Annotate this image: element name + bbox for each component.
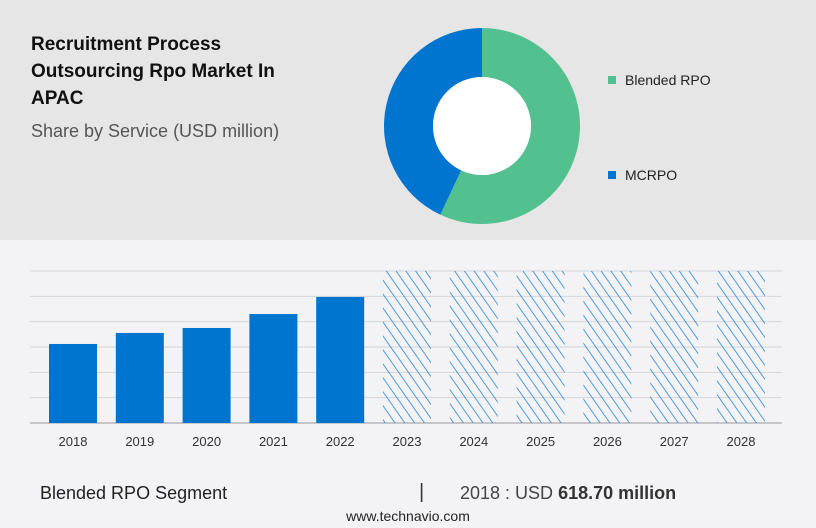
chart-title: Recruitment Process Outsourcing Rpo Mark… xyxy=(31,34,275,109)
forecast-bar-2023 xyxy=(383,271,431,423)
year-label: 2018 : USD xyxy=(460,483,559,503)
forecast-bar-2024 xyxy=(449,271,498,423)
segment-label: Blended RPO Segment xyxy=(40,483,228,503)
x-tick-label: 2023 xyxy=(393,434,422,449)
separator: | xyxy=(419,481,425,503)
x-tick-label: 2026 xyxy=(593,434,622,449)
bar-2019 xyxy=(115,332,164,423)
x-tick-label: 2024 xyxy=(459,434,488,449)
donut-slice-blended-rpo xyxy=(440,28,580,224)
forecast-bar-2026 xyxy=(583,271,632,423)
bar-2018 xyxy=(49,343,97,423)
x-tick-label: 2018 xyxy=(59,434,88,449)
x-tick-label: 2020 xyxy=(192,434,221,449)
forecast-bar-2027 xyxy=(650,271,699,423)
donut-slice-mcrpo xyxy=(384,28,482,215)
segment-value: 2018 : USD 618.70 million xyxy=(460,483,676,504)
x-tick-label: 2028 xyxy=(727,434,756,449)
site-url[interactable]: www.technavio.com xyxy=(346,508,470,524)
donut-hole xyxy=(433,77,531,175)
legend-blended-rpo: Blended RPO xyxy=(608,72,711,88)
bar-2022 xyxy=(316,296,365,423)
x-tick-label: 2022 xyxy=(326,434,355,449)
x-tick-label: 2027 xyxy=(660,434,689,449)
legend-swatch xyxy=(608,171,616,179)
donut-chart xyxy=(384,28,580,224)
bar-2021 xyxy=(249,314,298,423)
x-tick-label: 2021 xyxy=(259,434,288,449)
value-text: 618.70 million xyxy=(558,483,677,503)
x-tick-label: 2025 xyxy=(526,434,555,449)
chart-subtitle: Share by Service (USD million) xyxy=(31,121,280,141)
legend-label: Blended RPO xyxy=(625,72,711,88)
x-tick-label: 2019 xyxy=(125,434,154,449)
forecast-bar-2025 xyxy=(516,271,565,423)
bar-chart: 2018 2019 2020 2021 2022 2023 2024 2025 2026 2027… xyxy=(30,270,782,449)
bar-2020 xyxy=(182,327,231,423)
legend-mcrpo: MCRPO xyxy=(608,167,677,183)
forecast-bar-2028 xyxy=(717,271,765,423)
legend-label: MCRPO xyxy=(625,167,678,183)
legend-swatch xyxy=(608,76,616,84)
